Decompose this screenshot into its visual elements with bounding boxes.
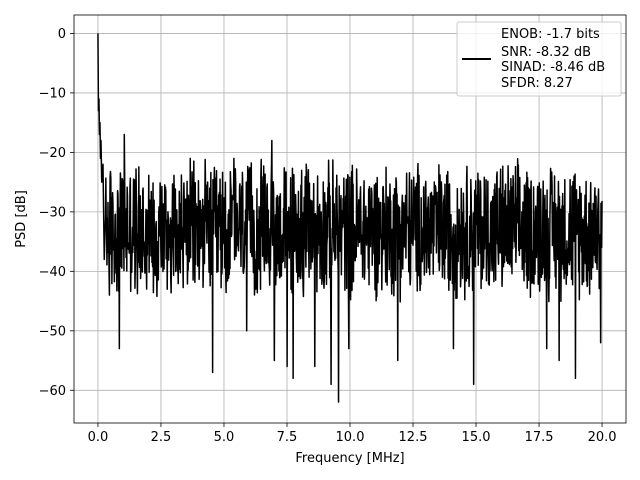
legend-box [456,21,622,97]
x-axis-label: Frequency [MHz] [295,451,404,466]
x-tick-label: 12.5 [399,430,428,445]
y-tick-label: −20 [39,146,66,161]
y-tick-label: −10 [39,86,66,101]
y-tick-label: −50 [39,324,66,339]
y-axis-label: PSD [dB] [14,190,29,248]
x-tick-label: 15.0 [462,430,491,445]
x-tick-label: 17.5 [525,430,554,445]
y-tick-label: 0 [58,27,66,42]
x-tick-label: 5.0 [214,430,235,445]
psd-line [97,33,603,403]
psd-series [97,33,603,403]
y-tick-label: −60 [39,384,66,399]
x-tick-label: 2.5 [151,430,172,445]
y-tick-label: −30 [39,205,66,220]
y-tick-label: −40 [39,265,66,280]
y-axis-ticks: 0 −10 −20 −30 −40 −50 −60 [39,27,74,399]
legend-sinad: SINAD: -8.46 dB [501,60,605,75]
legend-sfdr: SFDR: 8.27 [501,76,573,91]
x-tick-label: 10.0 [336,430,365,445]
x-axis-ticks: 0.0 2.5 5.0 7.5 10.0 12.5 15.0 17.5 20.0 [88,423,617,445]
x-tick-label: 0.0 [88,430,109,445]
legend: ENOB: -1.7 bits SNR: -8.32 dB SINAD: -8.… [456,21,622,97]
legend-enob: ENOB: -1.7 bits [501,27,600,42]
x-tick-label: 20.0 [588,430,617,445]
x-tick-label: 7.5 [277,430,298,445]
legend-snr: SNR: -8.32 dB [501,45,591,60]
